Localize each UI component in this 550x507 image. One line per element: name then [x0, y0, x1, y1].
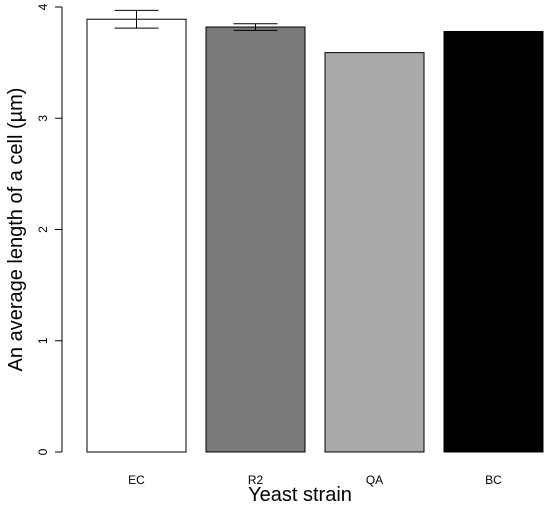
x-tick-label-bc: BC — [485, 473, 502, 487]
bars-group — [86, 18, 544, 453]
x-tick-label-qa: QA — [366, 473, 383, 487]
y-tick-label-4: 4 — [36, 3, 50, 10]
y-axis-title: An average length of a cell (µm) — [5, 88, 27, 372]
bar-ec — [86, 18, 187, 453]
x-tick-label-r2: R2 — [248, 473, 264, 487]
error-bars-group — [114, 9, 278, 31]
y-tick-label-2: 2 — [36, 226, 50, 233]
bar-r2 — [205, 26, 306, 453]
bar-qa — [324, 52, 425, 453]
y-axis: 0 1 2 3 4 — [36, 3, 63, 455]
y-tick-label-0: 0 — [36, 448, 50, 455]
x-tick-labels: EC R2 QA BC — [128, 473, 502, 487]
x-axis-title: Yeast strain — [248, 484, 352, 506]
y-tick-label-1: 1 — [36, 337, 50, 344]
x-tick-label-ec: EC — [128, 473, 145, 487]
bar-bc — [443, 30, 544, 453]
y-tick-label-3: 3 — [36, 115, 50, 122]
